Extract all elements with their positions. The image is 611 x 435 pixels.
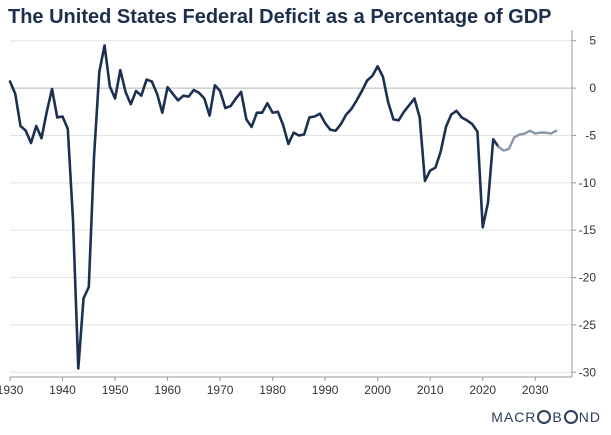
x-tick-label: 2010 xyxy=(417,383,444,397)
y-tick-label: 0 xyxy=(589,81,596,95)
y-tick-label: 5 xyxy=(589,34,596,48)
logo-text-part: ND xyxy=(578,409,601,425)
y-tick-label: -20 xyxy=(579,271,597,285)
x-tick-label: 1950 xyxy=(102,383,129,397)
y-tick-label: -15 xyxy=(579,223,597,237)
y-tick-label: -5 xyxy=(585,128,596,142)
x-tick-label: 1970 xyxy=(207,383,234,397)
x-tick-label: 2000 xyxy=(364,383,391,397)
logo-ring-icon xyxy=(563,410,578,424)
x-tick-label: 1940 xyxy=(49,383,76,397)
logo-ring-icon xyxy=(537,410,552,424)
logo-text-part: B xyxy=(552,409,563,425)
series-line-projection xyxy=(497,129,558,152)
x-tick-labels: 1930 1940 1950 1960 1970 1980 1990 2000 2010 2020… xyxy=(0,383,549,397)
y-tick-label: -10 xyxy=(579,176,597,190)
x-tick-label: 1990 xyxy=(312,383,339,397)
x-tick-label: 2030 xyxy=(522,383,549,397)
macrobond-logo: MACR B ND xyxy=(491,409,601,425)
logo-text-part: MACR xyxy=(491,409,537,425)
y-tick-labels: 5 0 -5 -10 -15 -20 -25 -30 xyxy=(579,34,597,380)
axes xyxy=(9,30,576,381)
y-tick-label: -30 xyxy=(579,365,597,379)
series-lines xyxy=(8,44,558,370)
x-tick-label: 2020 xyxy=(469,383,496,397)
y-tick-label: -25 xyxy=(579,318,597,332)
chart-title: The United States Federal Deficit as a P… xyxy=(8,6,552,28)
series-line-actual xyxy=(8,44,500,370)
x-tick-label: 1960 xyxy=(154,383,181,397)
x-tick-label: 1980 xyxy=(259,383,286,397)
x-tick-label: 1930 xyxy=(0,383,24,397)
